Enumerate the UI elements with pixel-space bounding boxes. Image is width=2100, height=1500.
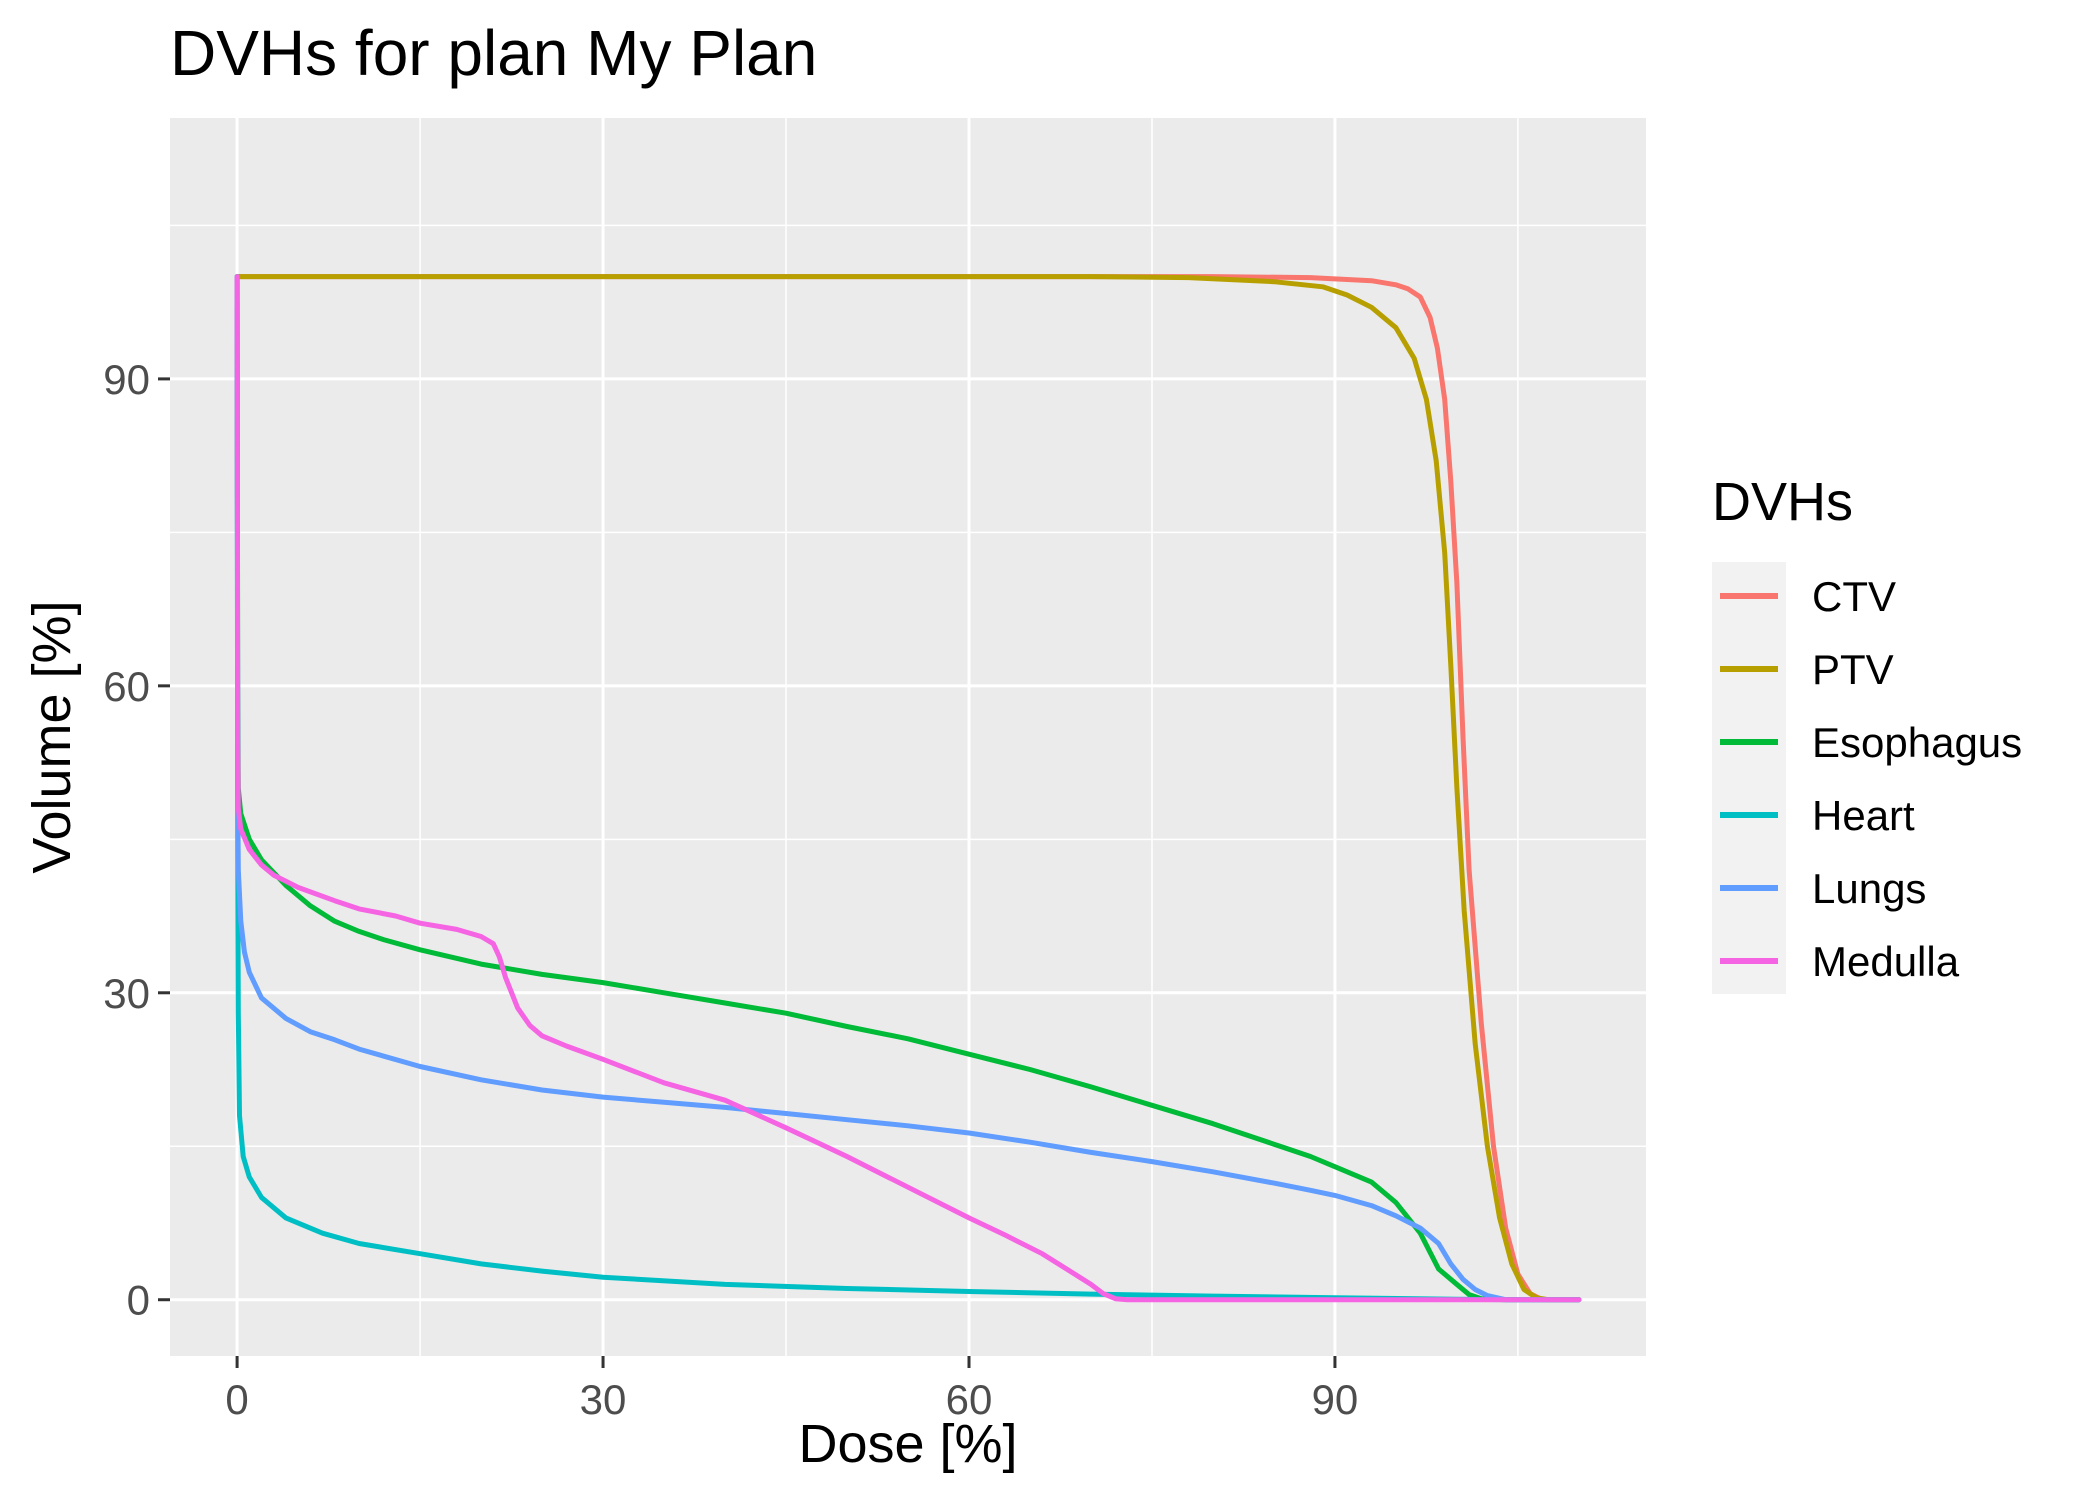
- legend: DVHs CTV PTV Esophagus Heart Lungs Medulla: [1712, 472, 2022, 994]
- x-axis-title: Dose [%]: [798, 1414, 1017, 1474]
- y-tick-label: 0: [127, 1277, 150, 1324]
- legend-label-heart: Heart: [1812, 792, 1915, 839]
- y-tick-label: 30: [103, 970, 150, 1017]
- y-tick-label: 60: [103, 663, 150, 710]
- chart-title: DVHs for plan My Plan: [170, 17, 817, 89]
- legend-label-ctv: CTV: [1812, 573, 1896, 620]
- y-axis-title: Volume [%]: [22, 600, 82, 873]
- legend-key-background: [1712, 562, 1786, 994]
- legend-title: DVHs: [1712, 472, 1853, 532]
- x-tick-label: 30: [580, 1376, 627, 1423]
- x-tick-label: 0: [225, 1376, 248, 1423]
- legend-label-lungs: Lungs: [1812, 865, 1926, 912]
- legend-label-medulla: Medulla: [1812, 938, 1960, 985]
- legend-label-esophagus: Esophagus: [1812, 719, 2022, 766]
- y-tick-label: 90: [103, 356, 150, 403]
- legend-label-ptv: PTV: [1812, 646, 1894, 693]
- x-tick-label: 90: [1312, 1376, 1359, 1423]
